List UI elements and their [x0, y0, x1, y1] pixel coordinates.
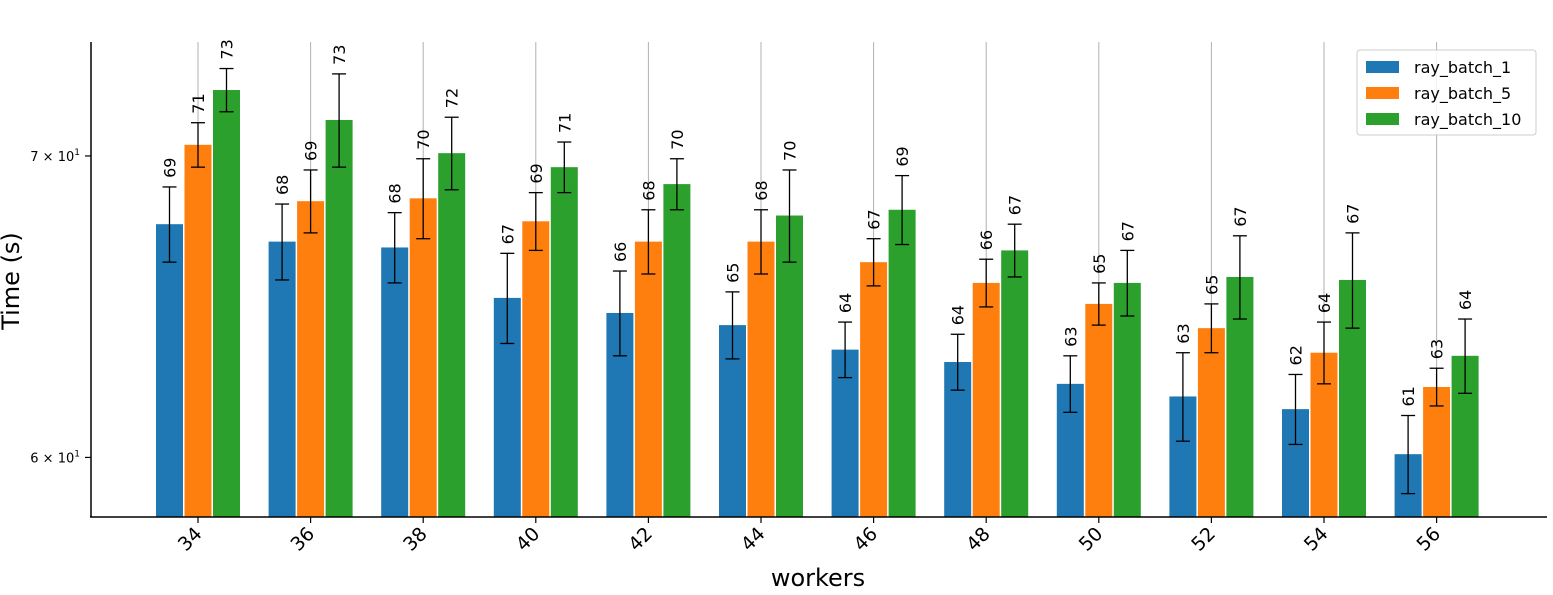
- x-tick-label: 34: [174, 523, 207, 556]
- data-label: 69: [161, 158, 180, 178]
- legend-items: ray_batch_1 ray_batch_5 ray_batch_10: [1366, 58, 1521, 130]
- x-tick-label: 44: [737, 523, 770, 556]
- legend-swatch: [1366, 61, 1399, 73]
- bar: [297, 201, 325, 517]
- data-label: 69: [302, 141, 321, 161]
- bar: [634, 241, 662, 517]
- data-label: 67: [1118, 221, 1137, 241]
- data-label: 67: [1231, 206, 1250, 226]
- bar: [522, 221, 550, 517]
- bar: [663, 184, 691, 517]
- data-label: 64: [836, 293, 855, 313]
- data-label: 65: [1202, 275, 1221, 295]
- bar: [409, 198, 437, 517]
- data-label: 64: [949, 305, 968, 325]
- data-label: 73: [330, 45, 349, 65]
- data-label: 68: [639, 180, 658, 200]
- data-label: 69: [527, 163, 546, 183]
- data-label: 63: [1428, 339, 1447, 359]
- data-label: 64: [1315, 293, 1334, 313]
- x-tick-label: 56: [1412, 523, 1445, 556]
- data-label: 61: [1399, 386, 1418, 406]
- bar: [213, 90, 240, 517]
- data-label: 71: [189, 93, 208, 113]
- data-label: 66: [611, 242, 630, 262]
- data-label: 72: [443, 88, 462, 108]
- x-tick-label: 42: [624, 523, 657, 556]
- y-axis-label: Time (s): [0, 232, 25, 331]
- bar: [747, 241, 775, 517]
- error-bars: [162, 67, 1473, 495]
- data-label: 67: [865, 209, 884, 229]
- legend-label: ray_batch_1: [1414, 58, 1511, 78]
- bar: [776, 215, 803, 517]
- data-label: 69: [893, 146, 912, 166]
- legend-swatch: [1366, 113, 1399, 125]
- bar: [972, 282, 1000, 517]
- data-label: 68: [273, 175, 292, 195]
- bar: [550, 167, 578, 517]
- bar: [1113, 282, 1141, 517]
- data-label: 66: [977, 230, 996, 250]
- data-label: 67: [1344, 204, 1363, 224]
- bar: [381, 247, 409, 517]
- data-label: 68: [386, 183, 405, 203]
- bar: [1001, 250, 1029, 517]
- legend-swatch: [1366, 87, 1399, 99]
- legend-label: ray_batch_5: [1414, 84, 1511, 104]
- x-ticks: 34 36 38 40 42 44 46 48 50 52 54 56: [174, 517, 1445, 556]
- bar: [1197, 328, 1225, 517]
- x-tick-label: 54: [1300, 523, 1333, 556]
- data-label: 67: [498, 224, 517, 244]
- y-tick-label: 6 × 101: [30, 449, 80, 466]
- bar: [268, 241, 296, 517]
- data-label: 63: [1174, 323, 1193, 343]
- data-label: 70: [781, 141, 800, 161]
- y-tick-label: 7 × 101: [30, 148, 80, 165]
- legend-label: ray_batch_10: [1414, 110, 1521, 130]
- data-labels: 69 71 73 68 69 73 68 70 72 67 69 71 66 68 70 65 68 70 64 67…: [161, 39, 1476, 406]
- data-label: 67: [1006, 195, 1025, 215]
- x-tick-label: 40: [512, 523, 545, 556]
- bar: [1423, 387, 1451, 517]
- legend: ray_batch_1 ray_batch_5 ray_batch_10: [1356, 49, 1537, 136]
- x-tick-label: 48: [962, 523, 995, 556]
- data-label: 70: [668, 129, 687, 149]
- bar: [1085, 303, 1113, 517]
- data-label: 64: [1456, 290, 1475, 310]
- x-tick-label: 50: [1075, 523, 1108, 556]
- legend-box: [1356, 49, 1537, 136]
- data-label: 65: [724, 263, 743, 283]
- data-label: 70: [414, 129, 433, 149]
- x-tick-label: 36: [286, 523, 319, 556]
- x-tick-label: 38: [399, 523, 432, 556]
- data-label: 71: [555, 113, 574, 133]
- bars: [156, 90, 1479, 518]
- data-label: 68: [752, 180, 771, 200]
- bar: [184, 144, 212, 518]
- data-label: 73: [218, 39, 237, 59]
- x-axis-label: workers: [771, 564, 865, 592]
- bar: [156, 224, 183, 517]
- bar: [888, 209, 916, 517]
- x-tick-label: 46: [849, 523, 882, 556]
- bar: [438, 153, 466, 517]
- x-tick-label: 52: [1187, 523, 1220, 556]
- data-label: 65: [1090, 254, 1109, 274]
- data-label: 63: [1061, 326, 1080, 346]
- data-label: 62: [1287, 345, 1306, 365]
- bar: [325, 119, 353, 517]
- y-ticks: 6 × 101 7 × 101: [30, 148, 91, 466]
- bar: [860, 262, 888, 517]
